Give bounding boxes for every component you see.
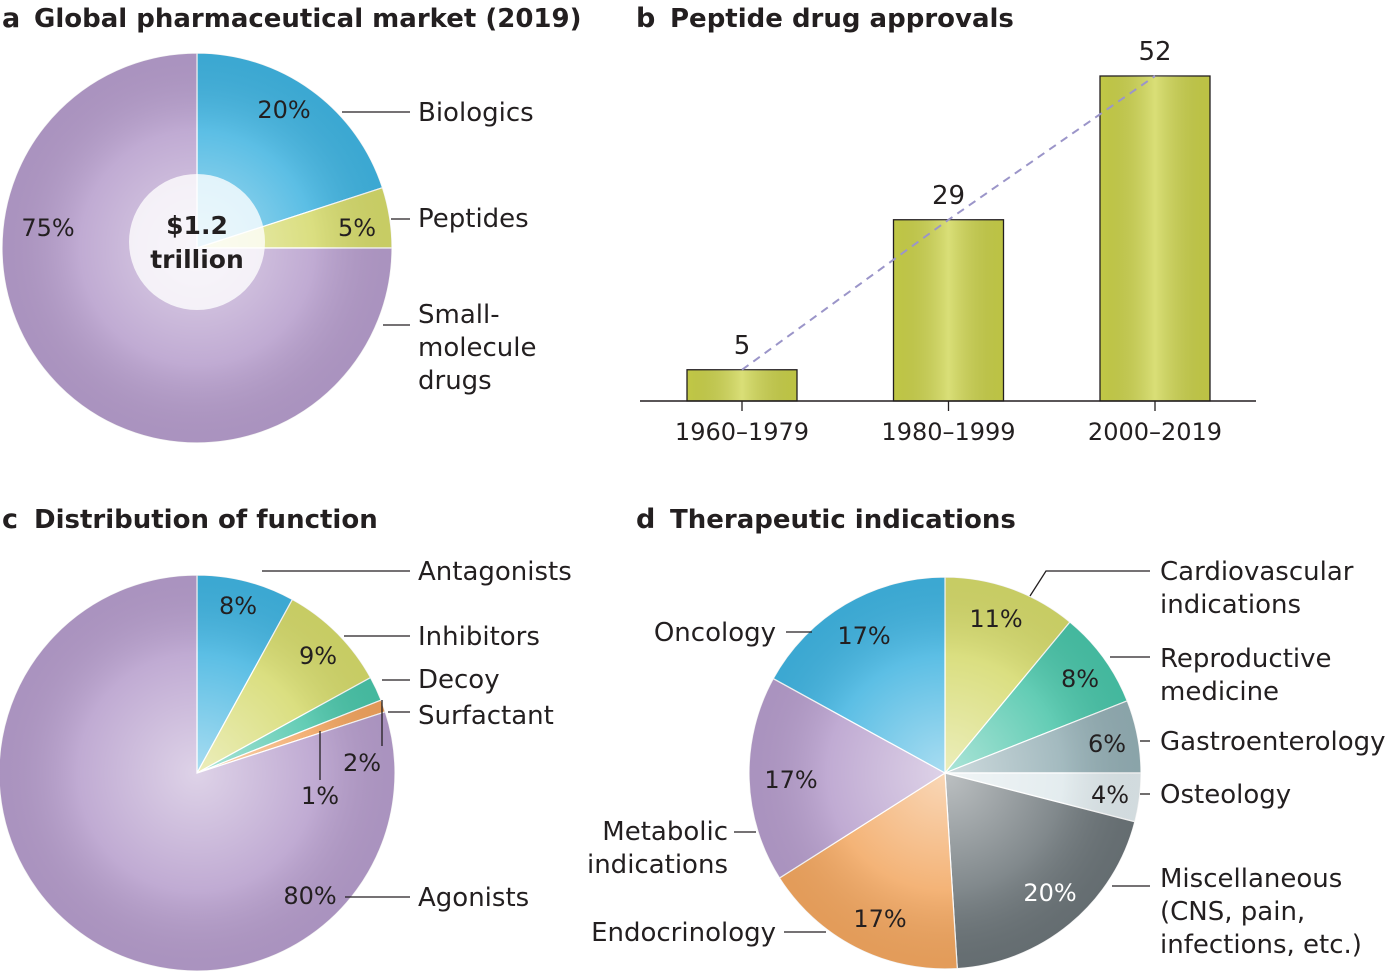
pie-c-shading [0,575,395,971]
panel-a-center-disc [129,174,265,310]
panel-d-slice-label-endocrinology: 17% [853,905,906,933]
panel-a-center-unit: trillion [150,245,244,274]
trend-line [741,75,1156,371]
panel-d-legend-gastroenterology: Gastroenterology [1160,727,1386,757]
panel-d-legend-miscellaneous-line2: (CNS, pain, [1160,897,1305,927]
panel-c-legend-inhibitors: Inhibitors [418,622,540,652]
panel-a-legend-peptides: Peptides [418,204,529,234]
panel-d-slice-label-oncology: 17% [837,622,890,650]
pie-d-shading [749,577,1141,969]
panel-a-letter: a [2,3,20,34]
panel-d-slice-label-reproductive: 8% [1061,665,1099,693]
x-tick-label-1980-1999: 1980–1999 [881,418,1015,446]
panel-b-plot: 5 1960–1979 29 1980–1999 52 2000–2019 [640,37,1256,446]
panel-c-legend-decoy: Decoy [418,665,500,695]
x-tick-label-1960-1979: 1960–1979 [675,418,809,446]
panel-c-slice-label-agonists: 80% [283,882,336,910]
panel-c-slice-label-surfactant: 1% [301,782,339,810]
panel-d-legend-reproductive-line1: Reproductive [1160,644,1332,674]
panel-d-title: Therapeutic indications [670,505,1016,535]
panel-d-slice-label-cardiovascular: 11% [969,605,1022,633]
panel-a-slice-label-peptides: 5% [338,214,376,242]
panel-d-legend-oncology: Oncology [654,618,776,648]
bar-shade-1960-1979 [687,369,797,401]
panel-d-leader-cardiovascular [1029,570,1150,597]
panel-d: d Therapeutic indications 11% 8% 6% 4% 2… [587,504,1386,970]
panel-c: c Distribution of function 8% 9% 2% 1% 8… [0,504,572,971]
panel-d-letter: d [636,504,655,535]
panel-a-legend-biologics: Biologics [418,98,534,128]
panel-a-title: Global pharmaceutical market (2019) [34,4,581,34]
panel-d-pie [748,576,1142,970]
panel-c-legend-agonists: Agonists [418,883,529,913]
panel-d-legend-cardiovascular-line2: indications [1160,590,1301,620]
panel-c-slice-label-inhibitors: 9% [299,642,337,670]
panel-d-slice-label-gastroenterology: 6% [1088,730,1126,758]
panel-a-slice-label-biologics: 20% [257,96,310,124]
panel-c-pie [0,574,396,971]
panel-c-slice-label-decoy: 2% [343,749,381,777]
panel-d-slice-label-osteology: 4% [1091,781,1129,809]
panel-a-legend-small-molecule-line3: drugs [418,366,492,396]
panel-c-title: Distribution of function [34,505,378,535]
panel-d-legend-miscellaneous-line3: infections, etc.) [1160,930,1362,960]
panel-b: b Peptide drug approvals 5 1960–1979 29 198… [636,3,1256,446]
bar-value-label-1960-1979: 5 [734,331,751,361]
panel-d-slice-label-miscellaneous: 20% [1023,879,1076,907]
bar-value-label-1980-1999: 29 [932,181,965,211]
panel-d-legend-cardiovascular-line1: Cardiovascular [1160,557,1354,587]
panel-a: a Global pharmaceutical market (2019) 20… [1,3,581,444]
panel-c-legend-antagonists: Antagonists [418,557,572,587]
bar-shade-2000-2019 [1100,76,1210,401]
panel-b-letter: b [636,3,655,34]
panel-d-slice-label-metabolic: 17% [764,766,817,794]
panel-b-title: Peptide drug approvals [670,4,1014,34]
panel-d-legend-metabolic-line1: Metabolic [602,817,728,847]
panel-c-legend-surfactant: Surfactant [418,701,554,731]
panel-a-center-value: $1.2 [166,211,228,240]
panel-c-slice-label-antagonists: 8% [219,592,257,620]
panel-d-legend-metabolic-line2: indications [587,850,728,880]
x-tick-label-2000-2019: 2000–2019 [1088,418,1222,446]
panel-d-legend-miscellaneous-line1: Miscellaneous [1160,864,1342,894]
bar-shade-1980-1999 [893,219,1004,401]
panel-a-legend-small-molecule-line2: molecule [418,333,536,363]
panel-a-slice-label-small-molecule: 75% [21,214,74,242]
panel-d-legend-reproductive-line2: medicine [1160,677,1279,707]
panel-d-legend-endocrinology: Endocrinology [591,918,776,948]
panel-d-legend-osteology: Osteology [1160,780,1291,810]
panel-c-letter: c [2,504,18,535]
bar-value-label-2000-2019: 52 [1138,37,1171,67]
panel-a-legend-small-molecule-line1: Small- [418,300,500,330]
